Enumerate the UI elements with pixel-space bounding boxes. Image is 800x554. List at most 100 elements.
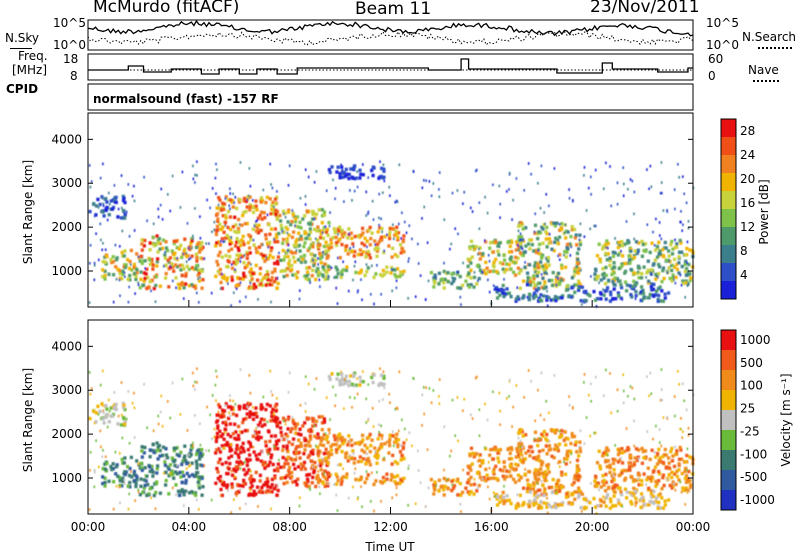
power-cell bbox=[361, 250, 366, 254]
velocity-cell bbox=[557, 478, 561, 483]
velocity-cell bbox=[641, 498, 646, 503]
power-cell bbox=[657, 252, 661, 256]
velocity-cell bbox=[528, 470, 532, 474]
power-cell bbox=[510, 240, 514, 245]
power-cell bbox=[511, 218, 513, 221]
power-cell bbox=[245, 250, 249, 255]
velocity-cell bbox=[542, 501, 546, 505]
power-cell bbox=[365, 190, 367, 194]
power-cell bbox=[259, 228, 263, 233]
power-cell bbox=[322, 251, 324, 254]
power-cell bbox=[274, 208, 278, 213]
velocity-cell bbox=[122, 461, 126, 465]
power-cell bbox=[268, 232, 272, 236]
velocity-cell bbox=[517, 454, 521, 459]
velocity-cell bbox=[114, 407, 118, 412]
velocity-cell bbox=[279, 430, 283, 435]
velocity-cell bbox=[237, 455, 241, 460]
power-cell bbox=[281, 209, 286, 213]
power-colorbar-tick: 8 bbox=[740, 244, 748, 258]
velocity-cell bbox=[461, 490, 465, 495]
velocity-cell bbox=[226, 405, 231, 409]
velocity-cell bbox=[225, 483, 230, 487]
power-cell bbox=[109, 257, 113, 262]
velocity-cell bbox=[554, 505, 558, 510]
power-cell bbox=[633, 249, 637, 253]
velocity-cell bbox=[348, 439, 350, 443]
power-cell bbox=[197, 279, 202, 283]
power-cell bbox=[184, 274, 188, 278]
velocity-cell bbox=[630, 464, 634, 468]
velocity-cell bbox=[557, 484, 559, 487]
velocity-cell bbox=[145, 493, 149, 498]
velocity-cell bbox=[196, 367, 198, 370]
velocity-cell bbox=[594, 431, 597, 435]
power-cell bbox=[421, 186, 424, 190]
power-cell bbox=[569, 254, 572, 257]
velocity-cell bbox=[327, 482, 330, 485]
velocity-cell bbox=[371, 380, 375, 385]
power-colorbar-swatch bbox=[721, 191, 736, 210]
power-cell bbox=[316, 238, 320, 242]
power-cell bbox=[201, 245, 205, 250]
power-cell bbox=[320, 221, 324, 225]
velocity-cell bbox=[594, 474, 598, 478]
power-cell bbox=[161, 238, 166, 242]
velocity-cell bbox=[654, 484, 658, 488]
power-cell bbox=[461, 283, 465, 288]
power-cell bbox=[565, 250, 569, 254]
power-cell bbox=[102, 214, 106, 218]
power-cell bbox=[327, 168, 331, 172]
velocity-cell bbox=[321, 481, 325, 485]
velocity-cell bbox=[620, 469, 624, 473]
power-cell bbox=[326, 248, 330, 253]
power-cell bbox=[148, 258, 152, 262]
velocity-cell bbox=[294, 447, 298, 451]
velocity-cell bbox=[297, 432, 301, 436]
velocity-cell bbox=[287, 450, 290, 454]
power-cell bbox=[687, 226, 690, 230]
power-cell bbox=[242, 271, 246, 276]
power-cell bbox=[362, 163, 364, 166]
power-cell bbox=[116, 215, 120, 219]
velocity-cell bbox=[660, 496, 664, 500]
velocity-cell bbox=[621, 461, 625, 465]
velocity-cell bbox=[555, 490, 558, 494]
velocity-cell bbox=[178, 493, 182, 498]
velocity-cell bbox=[390, 473, 394, 477]
power-cell bbox=[689, 276, 693, 280]
power-cell bbox=[299, 289, 301, 292]
velocity-cell bbox=[171, 381, 174, 385]
velocity-cell bbox=[262, 483, 266, 487]
power-cell bbox=[205, 242, 207, 245]
power-cell bbox=[365, 269, 369, 274]
power-cell bbox=[151, 235, 155, 239]
power-cell bbox=[361, 226, 365, 231]
velocity-cell bbox=[538, 488, 542, 492]
velocity-cell bbox=[117, 475, 122, 480]
velocity-cell bbox=[517, 504, 521, 508]
power-cell bbox=[658, 265, 662, 269]
velocity-cell bbox=[387, 451, 391, 455]
power-cell bbox=[302, 244, 306, 249]
power-cell bbox=[510, 250, 514, 254]
power-cell bbox=[498, 261, 502, 265]
velocity-cell bbox=[574, 474, 578, 479]
velocity-cell bbox=[176, 489, 181, 493]
velocity-cell bbox=[140, 449, 144, 453]
power-cell bbox=[442, 286, 446, 290]
power-cell bbox=[272, 207, 276, 211]
power-cell bbox=[657, 272, 661, 276]
velocity-cell bbox=[316, 480, 320, 485]
power-cell bbox=[157, 236, 161, 241]
velocity-cell bbox=[236, 483, 240, 487]
velocity-cell bbox=[661, 475, 665, 480]
velocity-cell bbox=[586, 499, 590, 504]
power-cell bbox=[161, 218, 164, 221]
power-cell bbox=[135, 252, 139, 256]
velocity-cell bbox=[273, 468, 277, 473]
power-cell bbox=[614, 237, 616, 240]
power-cell bbox=[335, 268, 339, 272]
power-cell bbox=[639, 290, 643, 294]
velocity-cell bbox=[672, 464, 677, 469]
